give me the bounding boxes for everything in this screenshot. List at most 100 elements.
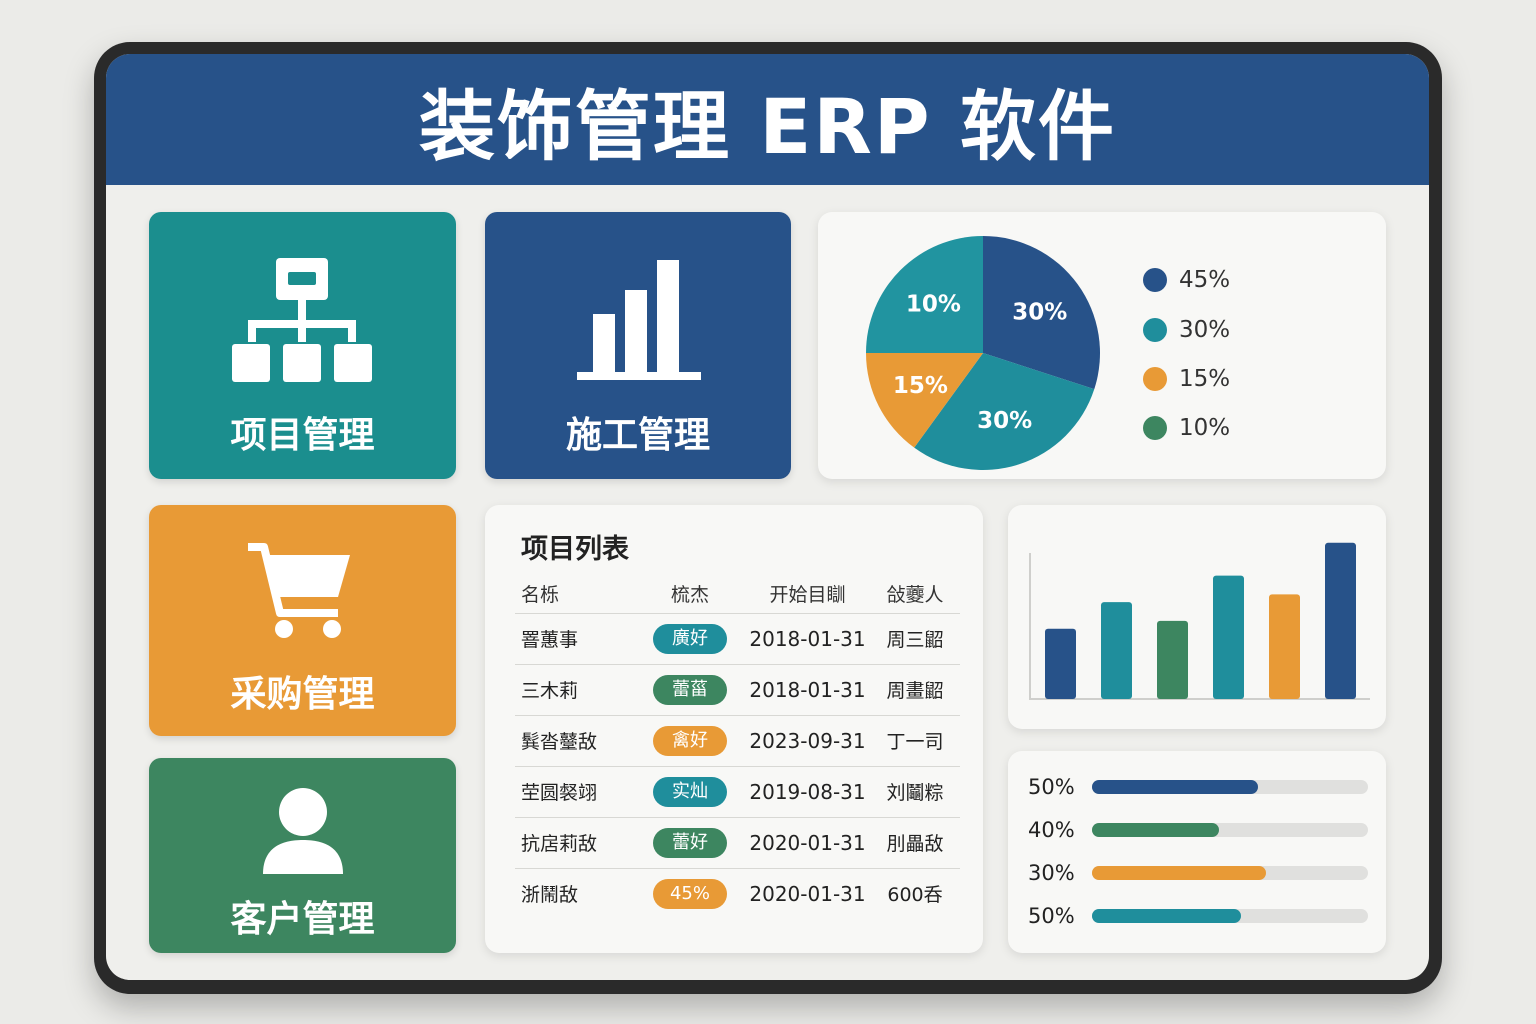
pie-legend-item: 10% [1143,415,1230,441]
progress-label: 50% [1028,904,1075,928]
legend-dot [1143,416,1167,440]
org-chart-icon [232,258,372,382]
progress-label: 50% [1028,775,1075,799]
legend-label: 45% [1179,267,1231,293]
status-badge: 廣好 [653,623,727,654]
progress-row: 50% [1028,775,1368,799]
table-row[interactable]: 抗扂莉敌 蕾好 2020-01-31 刖畾敌 [515,817,960,869]
status-badge: 蕾菑 [653,674,727,705]
project-list-card: 项目列表 名栎 梳杰 开姶目瞓 敆蘷人 罯蕙事 廣好 2018-01-31 周三… [485,505,983,953]
cell-person: 周三鼦 [870,613,960,665]
bar-chart-card [1008,505,1386,729]
chart-bar [1325,542,1356,699]
progress-track [1092,823,1368,837]
bar-chart-icon [577,260,701,380]
pie-legend-item: 15% [1143,366,1230,392]
progress-track [1092,866,1368,880]
pie-slice [866,353,983,448]
pie-slice-label: 30% [1012,300,1067,326]
pie-slice [983,236,1100,390]
cell-name: 茔圆裻翊 [515,766,635,818]
column-header: 梳杰 [635,575,745,614]
chart-bar [1157,620,1188,699]
user-icon [263,788,343,874]
tile-label: 项目管理 [230,415,375,456]
progress-fill [1092,823,1219,837]
column-header: 开姶目瞓 [745,575,870,614]
pie-legend-item: 30% [1143,317,1230,343]
pie-slice [866,236,983,353]
chart-bar [1269,594,1300,699]
cell-date: 2020-01-31 [749,881,866,906]
pie-legend-item: 45% [1143,267,1230,293]
cell-date: 2020-01-31 [745,817,870,869]
pie-slice [914,353,1095,470]
cell-person: 刖畾敌 [870,817,960,869]
project-table: 名栎 梳杰 开姶目瞓 敆蘷人 罯蕙事 廣好 2018-01-31 周三鼦 三木莉… [515,575,960,919]
progress-fill [1092,909,1242,923]
status-badge: 蕾好 [653,827,727,858]
pie-slice-label: 30% [977,408,1032,434]
tile-label: 采购管理 [230,674,375,715]
pie-chart: 30% 30% 15% 10% [866,236,1100,470]
tile-label: 客户管理 [230,899,375,940]
tile-project-management[interactable]: 项目管理 [149,212,456,479]
progress-fill [1092,780,1258,794]
cell-person: 600呑 [887,884,943,907]
cell-name: 罯蕙事 [515,613,635,665]
cell-date: 2023-09-31 [745,715,870,767]
progress-row: 40% [1028,818,1368,842]
table-row[interactable]: 髸沓鼞敌 禽好 2023-09-31 丁一司 [515,715,960,767]
legend-label: 15% [1179,366,1231,392]
cell-date: 2018-01-31 [745,664,870,716]
cell-name: 抗扂莉敌 [515,817,635,869]
tile-customer-management[interactable]: 客户管理 [149,758,456,953]
legend-label: 10% [1179,415,1231,441]
legend-dot [1143,367,1167,391]
progress-row: 50% [1028,904,1368,928]
cell-name: 浙鬧敌 [521,884,579,907]
progress-row: 30% [1028,861,1368,885]
legend-dot [1143,318,1167,342]
chart-bar [1213,575,1244,699]
progress-card: 50% 40% 30% 50% [1008,751,1386,953]
column-header: 名栎 [515,575,635,614]
table-row[interactable]: 茔圆裻翊 实灿 2019-08-31 刘鬮粽 [515,766,960,818]
column-header: 敆蘷人 [870,575,960,614]
bar-chart [1029,542,1370,700]
chart-bar [1045,628,1076,699]
project-list-title: 项目列表 [521,534,629,565]
progress-track [1092,780,1368,794]
progress-track [1092,909,1368,923]
table-row[interactable]: 罯蕙事 廣好 2018-01-31 周三鼦 [515,613,960,665]
progress-label: 30% [1028,861,1075,885]
cell-name: 髸沓鼞敌 [515,715,635,767]
table-row[interactable]: 三木莉 蕾菑 2018-01-31 周畫鼦 [515,664,960,716]
chart-axis [1029,553,1370,700]
table-header-row: 名栎 梳杰 开姶目瞓 敆蘷人 [515,575,960,614]
status-badge: 45% [653,878,727,909]
progress-label: 40% [1028,818,1075,842]
cell-date: 2019-08-31 [745,766,870,818]
pie-slice-label: 15% [893,373,948,399]
tile-construction-management[interactable]: 施工管理 [485,212,791,479]
legend-dot [1143,268,1167,292]
app-header: 装饰管理 ERP 软件 [106,54,1429,185]
progress-fill [1092,866,1266,880]
table-row[interactable]: 浙鬧敌 45% 2020-01-31 600呑 [515,868,960,919]
pie-slice-label: 10% [906,291,961,317]
cell-person: 丁一司 [870,715,960,767]
tile-label: 施工管理 [565,415,710,456]
pie-chart-card: 30% 30% 15% 10% 45% 30% 15% 10% [818,212,1386,479]
app-title: 装饰管理 ERP 软件 [418,81,1117,171]
shopping-cart-icon [248,543,350,638]
cell-person: 周畫鼦 [870,664,960,716]
status-badge: 禽好 [653,725,727,756]
cell-date: 2018-01-31 [745,613,870,665]
tile-purchase-management[interactable]: 采购管理 [149,505,456,736]
chart-bar [1101,602,1132,699]
status-badge: 实灿 [653,776,727,807]
legend-label: 30% [1179,317,1231,343]
cell-name: 三木莉 [515,664,635,716]
cell-person: 刘鬮粽 [870,766,960,818]
